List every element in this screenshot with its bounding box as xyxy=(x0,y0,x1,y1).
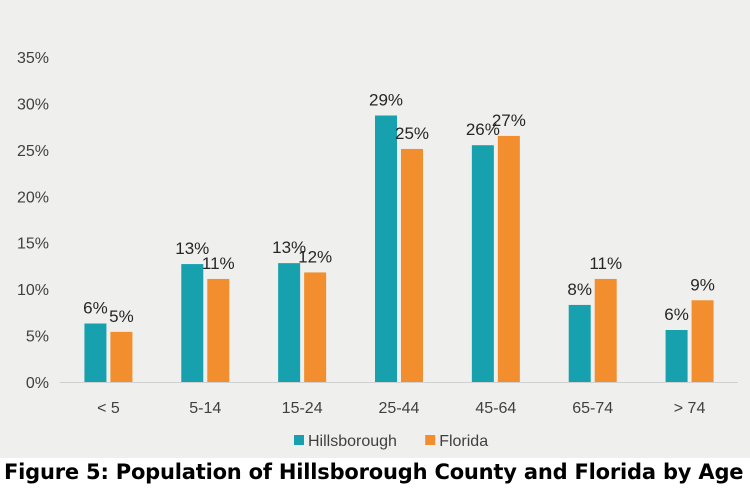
x-axis: < 5 5-14 15-24 25-44 45-64 65-74 > 74 xyxy=(60,382,738,417)
y-tick-label: 15% xyxy=(17,236,49,253)
legend: Hillsborough Florida xyxy=(294,433,488,450)
data-label: 25% xyxy=(395,124,429,143)
data-label: 8% xyxy=(567,280,592,299)
data-label: 26% xyxy=(466,120,500,139)
bar-series xyxy=(84,115,714,382)
bar-hillsborough xyxy=(278,263,301,382)
bar-hillsborough xyxy=(568,304,591,382)
bar-hillsborough xyxy=(84,323,107,382)
bar-hillsborough xyxy=(471,145,494,382)
bar-hillsborough xyxy=(665,330,688,382)
bar-hillsborough xyxy=(375,115,397,382)
bar-hillsborough xyxy=(181,264,204,382)
x-tick-label: 45-64 xyxy=(475,400,516,417)
data-label: 13% xyxy=(175,239,209,258)
data-label: 9% xyxy=(690,275,715,294)
legend-label: Florida xyxy=(439,433,488,450)
y-tick-label: 30% xyxy=(17,96,49,113)
y-tick-label: 0% xyxy=(26,375,49,392)
data-label: 6% xyxy=(664,305,689,324)
data-label: 27% xyxy=(492,111,526,130)
data-label: 11% xyxy=(202,254,235,273)
y-tick-label: 20% xyxy=(17,189,49,206)
bar-florida xyxy=(207,278,230,382)
bar-chart: 0% 5% 10% 15% 20% 25% 30% 35% < 5 5-14 15-24 25-44… xyxy=(17,50,738,450)
data-labels: 6% 5%13%11%13%12%29%25% 26%27%8%11%6%9% xyxy=(83,91,715,326)
bar-florida xyxy=(497,135,520,382)
x-tick-label: > 74 xyxy=(674,400,706,417)
bar-florida xyxy=(304,272,327,382)
legend-swatch xyxy=(294,435,304,445)
data-label: 6% xyxy=(83,299,108,318)
legend-label: Hillsborough xyxy=(308,433,397,450)
x-tick-label: 15-24 xyxy=(282,400,323,417)
bar-florida xyxy=(401,148,423,382)
y-tick-label: 35% xyxy=(17,50,49,67)
data-label: 12% xyxy=(298,247,332,266)
data-label: 11% xyxy=(589,254,622,273)
figure-caption: Figure 5: Population of Hillsborough Cou… xyxy=(4,460,744,484)
data-label: 13% xyxy=(272,238,306,257)
bar-florida xyxy=(691,300,714,382)
x-tick-label: < 5 xyxy=(97,400,120,417)
data-label: 5% xyxy=(109,307,134,326)
x-tick-label: 5-14 xyxy=(189,400,221,417)
y-tick-label: 5% xyxy=(26,329,49,346)
y-axis: 0% 5% 10% 15% 20% 25% 30% 35% xyxy=(17,50,49,392)
bar-florida xyxy=(110,331,133,382)
legend-swatch xyxy=(425,435,436,445)
y-tick-label: 10% xyxy=(17,282,49,299)
bar-florida xyxy=(594,278,617,382)
y-tick-label: 25% xyxy=(17,143,49,160)
x-tick-label: 65-74 xyxy=(572,400,613,417)
x-tick-label: 25-44 xyxy=(379,400,420,417)
data-label: 29% xyxy=(369,91,403,110)
